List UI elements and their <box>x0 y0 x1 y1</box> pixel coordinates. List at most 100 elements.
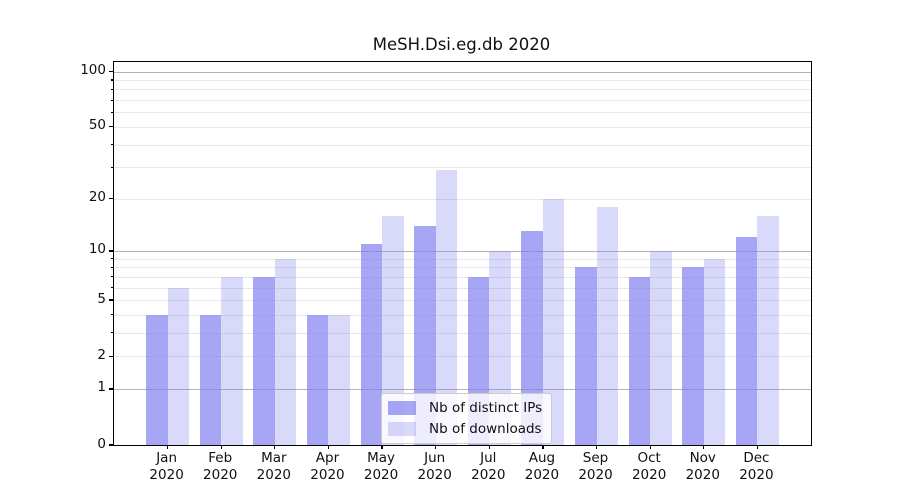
bar-distinct-ips-jun <box>414 225 436 445</box>
x-tick-mark <box>595 445 598 449</box>
y-tick-mark <box>109 198 113 200</box>
x-tick-mark <box>381 445 383 449</box>
gridline-major <box>114 71 811 73</box>
x-tick-label: Aug 2020 <box>510 450 574 484</box>
y-tick-mark <box>109 444 113 446</box>
bar-distinct-ips-aug <box>521 231 543 445</box>
bar-downloads-nov <box>703 258 726 445</box>
x-tick-year: 2020 <box>310 467 345 483</box>
y-tick-mark <box>109 70 113 73</box>
gridline-minor <box>114 300 811 302</box>
x-tick-year: 2020 <box>256 467 292 483</box>
x-tick-label: Sep 2020 <box>564 450 628 484</box>
y-minor-tick-mark <box>110 332 113 334</box>
legend-item-distinct-ips: Nb of distinct IPs <box>388 400 542 416</box>
y-tick-label: 50 <box>88 117 106 134</box>
x-tick-mark <box>220 445 222 449</box>
y-minor-tick-mark <box>110 111 113 113</box>
x-tick-label: Mar 2020 <box>242 450 306 484</box>
y-minor-tick-mark <box>110 143 113 146</box>
y-minor-tick-mark <box>110 166 113 168</box>
x-tick-mark <box>167 445 169 449</box>
gridline-minor <box>114 89 811 91</box>
x-tick-month: Jun <box>424 450 446 466</box>
x-tick-label: Jan 2020 <box>135 450 199 484</box>
bar-distinct-ips-nov <box>682 267 704 445</box>
x-tick-mark <box>435 445 437 449</box>
x-tick-year: 2020 <box>203 467 238 483</box>
x-tick-month: Mar <box>261 450 287 466</box>
gridline-minor <box>114 144 811 146</box>
x-tick-label: Feb 2020 <box>188 450 252 484</box>
legend-swatch-downloads <box>388 422 416 436</box>
bar-distinct-ips-oct <box>628 276 651 445</box>
x-tick-month: Aug <box>528 450 556 466</box>
x-tick-mark <box>327 445 330 449</box>
x-tick-mark <box>756 445 758 449</box>
bar-downloads-oct <box>650 251 672 445</box>
bar-distinct-ips-mar <box>253 276 275 445</box>
x-tick-month: Apr <box>315 450 340 466</box>
y-tick-label: 5 <box>97 290 106 307</box>
x-tick-month: Nov <box>689 450 716 466</box>
y-minor-tick-mark <box>110 276 113 278</box>
bar-distinct-ips-feb <box>199 314 222 445</box>
bar-downloads-mar <box>274 258 297 445</box>
x-tick-label: Jun 2020 <box>403 450 467 484</box>
x-tick-year: 2020 <box>363 467 399 483</box>
y-tick-mark <box>109 299 113 301</box>
x-tick-label: Dec 2020 <box>724 450 788 484</box>
y-tick-mark <box>109 250 113 252</box>
x-tick-label: Nov 2020 <box>671 450 735 484</box>
x-tick-year: 2020 <box>149 467 184 483</box>
x-tick-label: Jul 2020 <box>456 450 520 484</box>
bar-distinct-ips-sep <box>575 267 597 445</box>
gridline-major <box>114 388 811 390</box>
gridline-minor <box>114 314 811 316</box>
x-tick-year: 2020 <box>578 467 613 483</box>
gridline-minor <box>114 332 811 334</box>
y-minor-tick-mark <box>110 314 113 316</box>
legend-label-downloads: Nb of downloads <box>429 421 542 437</box>
gridline-minor <box>114 276 811 278</box>
y-tick-label: 1 <box>97 379 106 396</box>
y-tick-mark <box>109 355 113 357</box>
bar-downloads-jan <box>167 287 190 445</box>
x-tick-mark <box>542 445 544 449</box>
plot-area: Nb of distinct IPs Nb of downloads <box>109 61 812 449</box>
y-minor-tick-mark <box>110 79 113 81</box>
y-tick-label: 20 <box>88 189 106 206</box>
bar-downloads-may <box>382 215 404 445</box>
y-tick-label: 100 <box>80 62 106 79</box>
y-minor-tick-mark <box>110 99 113 101</box>
x-tick-month: Oct <box>637 450 661 466</box>
x-tick-month: Jan <box>156 450 178 466</box>
x-tick-year: 2020 <box>417 467 452 483</box>
x-tick-mark <box>488 445 490 449</box>
y-minor-tick-mark <box>110 266 113 268</box>
x-tick-label: May 2020 <box>349 450 413 484</box>
gridline-minor <box>114 356 811 358</box>
gridline-minor <box>114 126 811 128</box>
x-tick-month: May <box>367 450 396 466</box>
x-tick-year: 2020 <box>524 467 560 483</box>
y-tick-label: 10 <box>88 241 106 258</box>
gridline-minor <box>114 80 811 82</box>
y-minor-tick-mark <box>110 258 113 260</box>
gridline-major <box>114 250 811 252</box>
x-tick-month: Sep <box>582 450 609 466</box>
x-tick-month: Jul <box>480 450 497 466</box>
bar-distinct-ips-jan <box>146 314 168 445</box>
x-tick-label: Apr 2020 <box>295 450 359 484</box>
y-tick-mark <box>109 126 113 128</box>
chart-title: MeSH.Dsi.eg.db 2020 <box>372 35 551 54</box>
legend: Nb of distinct IPs Nb of downloads <box>381 393 553 444</box>
x-tick-month: Feb <box>208 450 233 466</box>
bar-distinct-ips-apr <box>306 314 329 445</box>
gridline-minor <box>114 267 811 269</box>
x-tick-year: 2020 <box>685 467 720 483</box>
bar-downloads-apr <box>328 314 350 445</box>
y-minor-tick-mark <box>110 286 113 289</box>
bar-distinct-ips-may <box>360 243 383 445</box>
